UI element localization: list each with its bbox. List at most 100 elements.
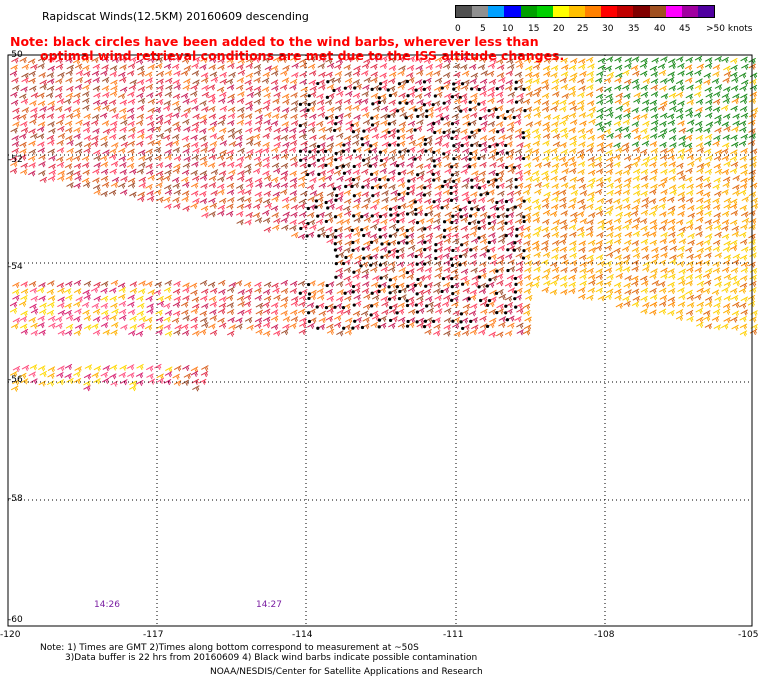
wind-barb (119, 86, 128, 93)
wind-barb (326, 62, 335, 69)
wind-barb (290, 161, 299, 168)
wind-barb (568, 167, 577, 175)
wind-barb (659, 287, 667, 294)
wind-barb (668, 92, 677, 99)
wind-barb (163, 134, 171, 141)
wind-barb (297, 233, 306, 240)
wind-barb (522, 189, 531, 196)
wind-barb (199, 128, 207, 135)
contamination-dot (487, 109, 491, 113)
contamination-dot (458, 263, 462, 267)
contamination-dot (460, 143, 464, 148)
contamination-dot (424, 149, 428, 153)
wind-barb (685, 167, 693, 174)
wind-barb (389, 308, 397, 315)
contamination-dot (440, 206, 444, 210)
wind-barb (550, 65, 559, 72)
wind-barb (111, 57, 120, 64)
wind-barb (227, 119, 235, 127)
wind-barb (514, 218, 523, 225)
wind-barb (659, 161, 668, 168)
wind-barb (138, 161, 146, 169)
wind-barb (677, 183, 686, 190)
wind-barb (604, 280, 612, 287)
contamination-dot (450, 263, 454, 267)
wind-barb (282, 211, 291, 218)
wind-barb (496, 280, 504, 287)
contamination-dot (450, 122, 455, 126)
wind-barb (442, 197, 451, 204)
wind-barb (615, 147, 623, 154)
wind-barb (487, 120, 496, 128)
wind-barb (344, 198, 352, 205)
wind-barb (120, 189, 128, 196)
contamination-dot (415, 320, 419, 324)
wind-barb (270, 309, 279, 316)
contamination-dot (451, 130, 455, 134)
wind-barb (686, 99, 695, 106)
wind-barb (470, 225, 478, 232)
wind-barb (704, 133, 713, 141)
contamination-dot (335, 254, 339, 258)
wind-barb (20, 294, 28, 302)
wind-barb (316, 99, 325, 106)
wind-barb (621, 246, 630, 253)
wind-barb (531, 170, 540, 177)
wind-barb (576, 176, 585, 183)
wind-barb (596, 181, 604, 188)
wind-barb (279, 188, 288, 196)
wind-barb (335, 58, 344, 65)
wind-barb (309, 134, 317, 141)
contamination-dot (460, 243, 464, 247)
wind-barb (208, 197, 216, 204)
wind-barb (721, 219, 730, 226)
wind-barb (704, 105, 713, 112)
wind-barb (136, 113, 145, 120)
wind-barb (208, 154, 217, 161)
wind-barb (532, 217, 541, 224)
wind-barb (594, 244, 603, 252)
wind-barb (381, 309, 389, 316)
wind-barb (560, 210, 569, 217)
wind-barb (650, 71, 659, 78)
wind-barb (127, 372, 135, 379)
wind-barb (694, 267, 703, 274)
contamination-dot (360, 137, 364, 141)
wind-barb (397, 302, 405, 309)
wind-barb (200, 72, 209, 79)
contamination-dot (307, 94, 311, 98)
wind-barb (236, 219, 244, 226)
wind-barb (38, 161, 46, 168)
wind-barb (640, 275, 648, 282)
wind-barb (739, 315, 747, 323)
contamination-dot (422, 193, 427, 197)
contamination-dot (406, 186, 410, 190)
wind-barb (443, 79, 451, 86)
wind-barb (252, 56, 261, 63)
wind-barb (164, 310, 173, 317)
contamination-dot (494, 107, 498, 111)
wind-barb (479, 106, 487, 113)
wind-barb (479, 315, 487, 322)
wind-barb (336, 219, 344, 226)
wind-barb (217, 189, 225, 196)
wind-barb (136, 168, 145, 175)
wind-barb (614, 288, 622, 295)
contamination-dot (477, 285, 481, 289)
wind-barb (244, 189, 252, 196)
contamination-dot (449, 185, 453, 190)
wind-barb (280, 148, 289, 155)
wind-barb (289, 225, 297, 232)
wind-barb (135, 330, 144, 337)
wind-barb (704, 140, 712, 147)
contamination-dot (496, 115, 500, 119)
wind-barb (318, 126, 326, 133)
wind-barb (289, 190, 298, 197)
wind-barb (702, 272, 711, 279)
wind-barb (245, 177, 253, 184)
wind-barb (309, 190, 318, 197)
wind-barb (748, 218, 757, 225)
wind-barb (253, 90, 262, 98)
contamination-dot (423, 227, 427, 231)
wind-barb (714, 127, 722, 134)
